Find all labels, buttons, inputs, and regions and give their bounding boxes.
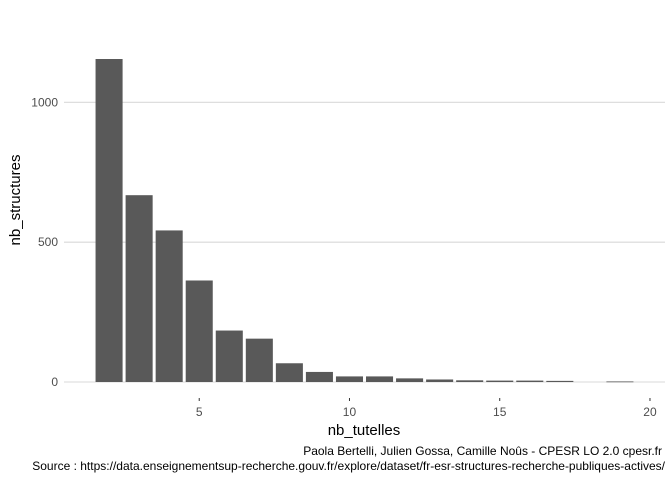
x-tick-label: 10 — [343, 405, 357, 419]
bar — [155, 230, 183, 382]
y-axis-ticks: 0 500 1000 — [31, 95, 58, 389]
y-tick-label: 0 — [51, 375, 58, 389]
bar — [546, 380, 574, 382]
y-tick-label: 1000 — [31, 95, 58, 109]
bar — [426, 379, 454, 382]
y-tick-label: 500 — [38, 235, 58, 249]
x-axis-ticks: 5 10 15 20 — [196, 398, 657, 419]
bars — [95, 59, 634, 383]
x-tick-label: 20 — [643, 405, 657, 419]
bar — [606, 381, 634, 383]
y-gridlines — [64, 101, 665, 383]
y-axis-title: nb_structures — [7, 155, 24, 246]
bar — [185, 280, 213, 382]
bar — [215, 330, 243, 382]
bar — [275, 363, 303, 382]
bar — [245, 338, 273, 382]
x-tick-label: 5 — [196, 405, 203, 419]
bar — [125, 195, 153, 382]
bar — [396, 378, 424, 382]
caption-source: Source : https://data.enseignementsup-re… — [32, 459, 665, 473]
x-tick-label: 15 — [493, 405, 507, 419]
x-axis-title: nb_tutelles — [328, 422, 401, 439]
bar — [486, 380, 514, 382]
bar — [516, 380, 544, 382]
bar — [305, 371, 333, 382]
bar — [456, 380, 484, 382]
caption-authors: Paola Bertelli, Julien Gossa, Camille No… — [303, 444, 662, 458]
bar — [95, 59, 123, 382]
bar — [335, 376, 363, 382]
bar — [366, 376, 394, 382]
